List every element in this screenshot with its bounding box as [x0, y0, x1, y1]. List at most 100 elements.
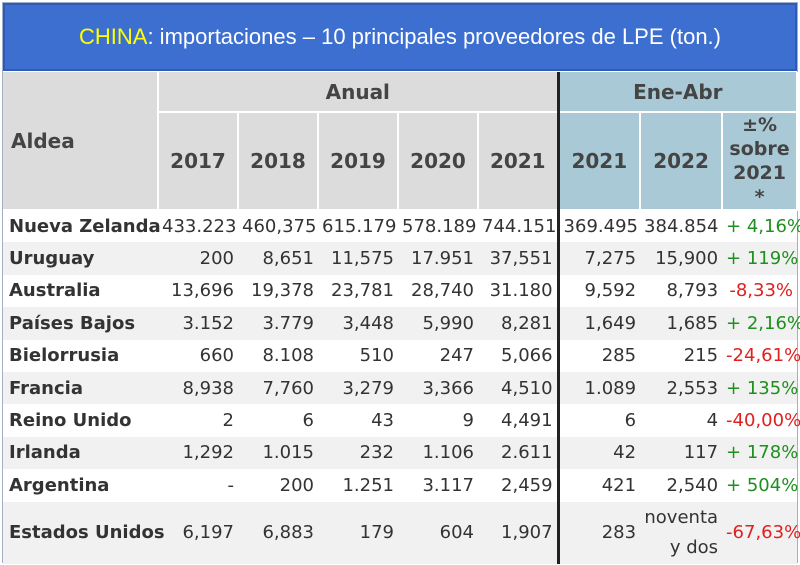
row-country-name: Reino Unido [9, 410, 132, 432]
table-row: Francia 8,938 7,760 3,279 3,366 4,510 1.089 2,5… [3, 371, 798, 405]
cell-p2021: 369.495 [556, 210, 641, 243]
cell-change: -40,00% [726, 410, 800, 432]
cell-y2019: 3,279 [318, 371, 398, 405]
cell-y2020: 247 [439, 345, 474, 367]
cell-y2020: 5,990 [398, 307, 478, 340]
cell-y2018: 200 [279, 474, 314, 496]
row-country-name: Bielorrusia [9, 345, 120, 367]
cell-change: -24,61% [726, 345, 800, 367]
title-text: : importaciones – 10 principales proveed… [147, 24, 721, 49]
cell-y2021: 8,281 [478, 307, 559, 340]
cell-y2018: 6,883 [238, 501, 318, 564]
cell-y2021: 31.180 [489, 280, 553, 302]
cell-y2019: 179 [318, 501, 398, 564]
imports-table: Aldea Anual Ene-Abr 2017 2018 2019 2020 … [3, 72, 800, 564]
cell-change: + 4,16% [726, 216, 800, 238]
row-country-name: Países Bajos [3, 307, 158, 340]
cell-y2020: 1.106 [398, 436, 478, 470]
cell-y2018: 6 [302, 410, 314, 432]
cell-y2017: 1,292 [158, 436, 238, 470]
table-row: Países Bajos 3.152 3.779 3,448 5,990 8,281 1,6… [3, 307, 800, 340]
cell-y2021: 1,907 [478, 501, 559, 564]
cell-y2019: 510 [359, 345, 394, 367]
header-period-2021: 2021 [556, 112, 642, 211]
cell-change: -67,63% [722, 501, 800, 564]
header-year-2018: 2018 [238, 112, 319, 211]
cell-p2021: 421 [556, 469, 641, 502]
cell-p2022: 8,793 [666, 280, 719, 302]
cell-y2018: 19,378 [251, 280, 314, 302]
cell-p2022: 2,540 [666, 474, 719, 496]
cell-y2018: 7,760 [238, 371, 318, 405]
cell-change: + 135% [722, 371, 798, 405]
cell-y2019: 1.251 [342, 474, 394, 496]
cell-y2021: 37,551 [478, 242, 559, 275]
cell-p2021: 283 [556, 501, 641, 564]
cell-p2022: 117 [640, 436, 723, 470]
header-year-2021: 2021 [478, 112, 560, 211]
cell-y2020: 3,366 [398, 371, 478, 405]
cell-p2022: 4 [706, 410, 719, 432]
header-period-group: Ene-Abr [556, 72, 799, 113]
cell-y2020: 9 [462, 410, 474, 432]
cell-y2017: 660 [199, 345, 234, 367]
cell-y2019: 232 [318, 436, 398, 470]
cell-change: + 178% [722, 436, 798, 470]
cell-y2020: 578.189 [402, 216, 477, 238]
table-row: Uruguay 200 8,651 11,575 17.951 37,551 7,275 15… [3, 242, 798, 275]
cell-y2018: 1.015 [238, 436, 318, 470]
cell-y2019: 11,575 [318, 242, 398, 275]
cell-y2020: 3.117 [422, 474, 474, 496]
cell-y2021: 4,491 [501, 410, 553, 432]
cell-p2021: 1,649 [556, 307, 641, 340]
cell-change: + 2,16% [722, 307, 800, 340]
table-row: Australia 13,696 19,378 23,781 28,740 31.180 9… [3, 274, 797, 308]
cell-y2017: 13,696 [171, 280, 234, 302]
header-year-2020: 2020 [398, 112, 479, 211]
cell-change: + 119% [722, 242, 798, 275]
row-country-name: Francia [3, 371, 158, 405]
cell-y2018: 8.108 [262, 345, 314, 367]
cell-y2018: 8,651 [238, 242, 318, 275]
row-country-name: Nueva Zelanda [9, 216, 161, 238]
table-row: Nueva Zelanda 433.223 460,375 615.179 578.18… [3, 210, 800, 243]
header-change: ±% sobre 2021 * [722, 112, 799, 211]
cell-p2021: 285 [556, 339, 641, 372]
cell-y2019: 615.179 [322, 216, 397, 238]
cell-p2022: noventa y dos [640, 501, 723, 564]
table-row: Reino Unido 2 6 43 9 4,491 6 4 -40,00% [3, 404, 800, 437]
cell-y2017: 433.223 [162, 216, 237, 238]
header-period-2022: 2022 [640, 112, 724, 211]
cell-y2021: 4,510 [478, 371, 559, 405]
cell-p2022: 384.854 [644, 216, 719, 238]
cell-y2019: 23,781 [331, 280, 394, 302]
row-country-name: Irlanda [3, 436, 158, 470]
cell-y2017: 6,197 [158, 501, 238, 564]
table-row: Estados Unidos 6,197 6,883 179 604 1,907 283 no… [3, 501, 800, 564]
row-country-name: Estados Unidos [3, 501, 165, 564]
header-annual-group: Anual [158, 72, 560, 113]
cell-y2021: 5,066 [501, 345, 553, 367]
cell-y2021: 2.611 [478, 436, 559, 470]
cell-y2020: 28,740 [411, 280, 474, 302]
cell-y2019: 3,448 [318, 307, 398, 340]
cell-y2017: 8,938 [158, 371, 238, 405]
cell-p2021: 1.089 [556, 371, 641, 405]
cell-y2018: 3.779 [238, 307, 318, 340]
cell-p2021: 42 [556, 436, 641, 470]
cell-p2022: 1,685 [640, 307, 723, 340]
cell-y2017: 2 [222, 410, 234, 432]
table-body: Nueva Zelanda 433.223 460,375 615.179 578.18… [3, 210, 800, 564]
title-country: CHINA [79, 24, 148, 49]
cell-p2021: 9,592 [556, 274, 641, 308]
table-row: Bielorrusia 660 8.108 510 247 5,066 285 215 -24,… [3, 339, 800, 372]
row-country-name: Australia [9, 280, 101, 302]
header-year-2017: 2017 [158, 112, 239, 211]
cell-y2019: 43 [371, 410, 394, 432]
cell-p2021: 6 [556, 404, 641, 437]
header-aldea: Aldea [3, 72, 159, 211]
cell-y2021: 2,459 [501, 474, 553, 496]
cell-y2018: 460,375 [242, 216, 317, 238]
cell-p2022: 2,553 [640, 371, 723, 405]
row-country-name: Argentina [9, 474, 110, 496]
